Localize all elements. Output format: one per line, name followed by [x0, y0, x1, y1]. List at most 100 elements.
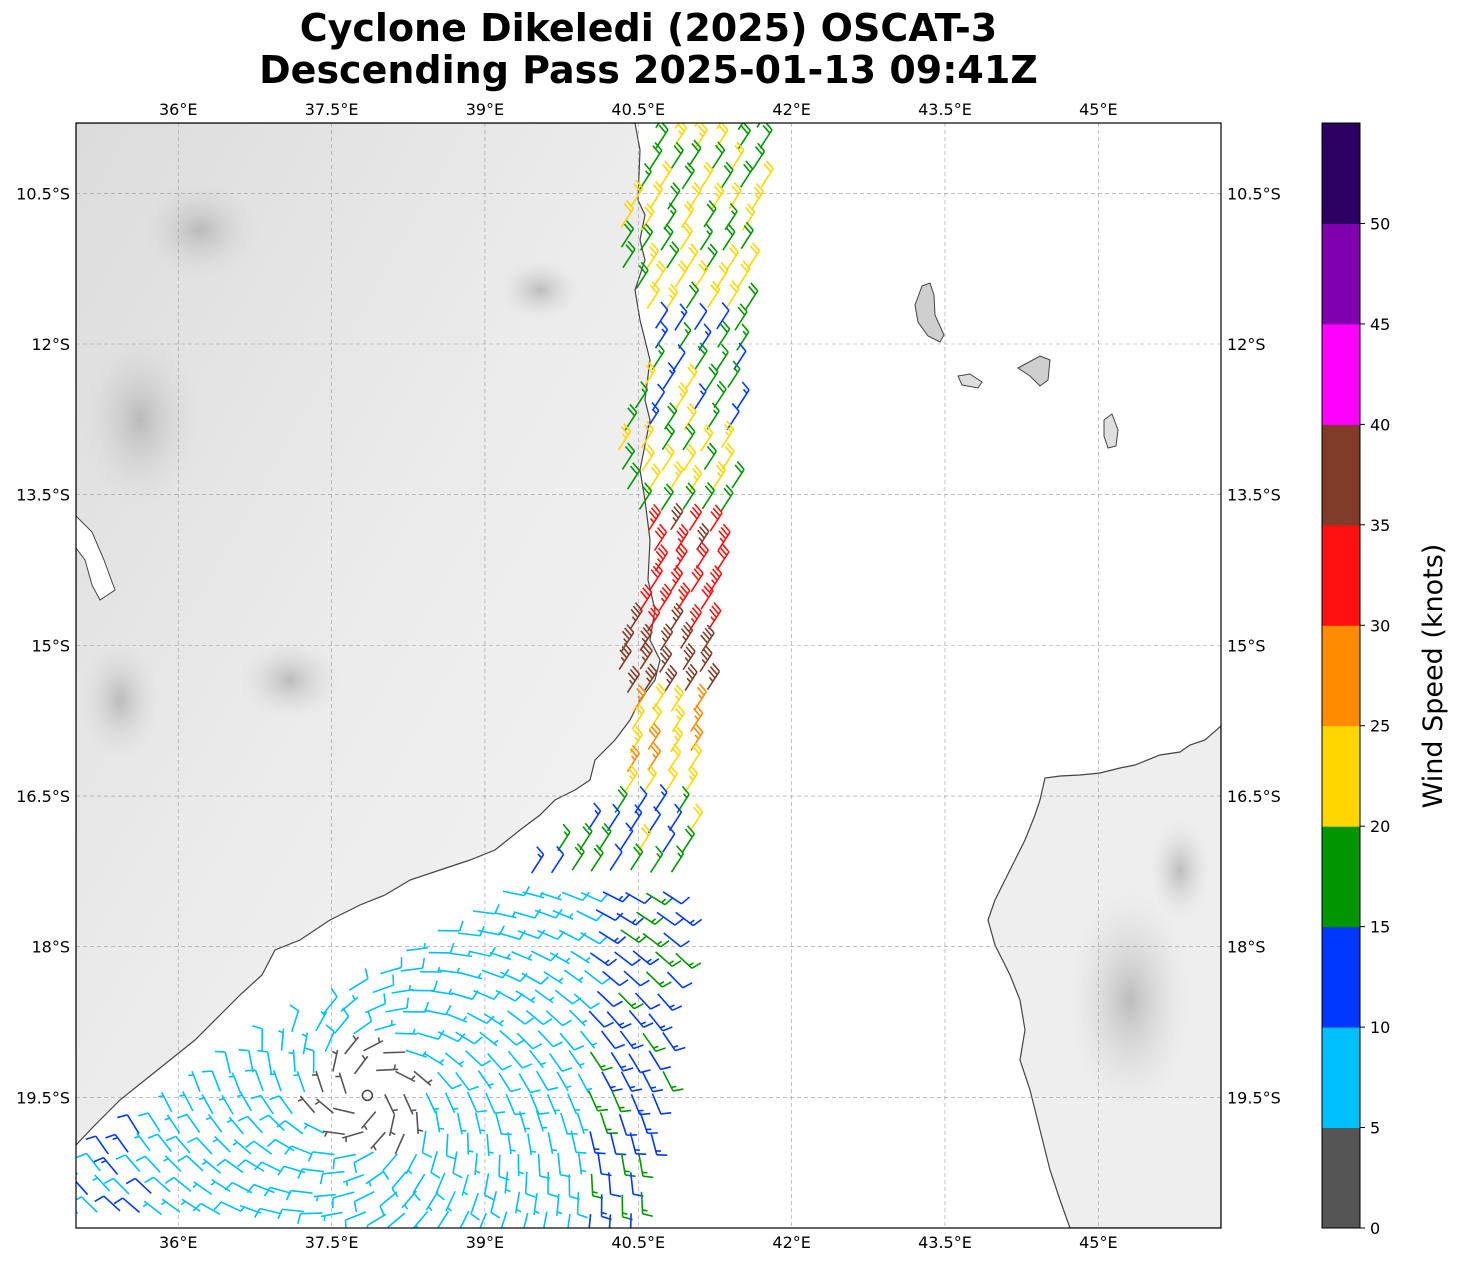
wind-barb [681, 162, 695, 190]
wind-barb [657, 993, 683, 1012]
wind-barb [266, 1138, 295, 1152]
wind-barb [543, 971, 564, 985]
barb-feather [673, 687, 682, 697]
barb-half-feather [403, 1204, 409, 1210]
barb-feather [710, 284, 719, 294]
wind-barb [518, 1073, 541, 1094]
barb-feather [668, 202, 677, 212]
barb-half-feather [672, 616, 677, 622]
barb-half-feather [641, 637, 647, 643]
wind-barb [342, 1174, 365, 1187]
barb-feather [663, 486, 672, 496]
wind-barb [745, 282, 759, 310]
wind-barb [649, 141, 663, 170]
barb-half-feather [579, 1062, 585, 1066]
barb-feather [676, 845, 685, 855]
barb-feather [712, 662, 721, 672]
wind-barb [684, 363, 698, 391]
wind-barb [237, 1115, 263, 1134]
barb-half-feather [320, 1010, 326, 1016]
barb-feather [683, 649, 692, 659]
barb-half-feather [581, 1019, 588, 1024]
wind-barb [288, 1049, 296, 1072]
wind-barb [724, 202, 738, 231]
barb-feather [678, 588, 687, 598]
wind-barb [228, 1072, 242, 1094]
barb-feather [245, 1140, 255, 1149]
barb-shaft [455, 1031, 475, 1045]
barb-shaft [472, 910, 495, 915]
wind-barb [435, 1110, 445, 1133]
barb-feather [740, 263, 749, 273]
barb-shaft [500, 1211, 508, 1228]
barb-feather [762, 124, 771, 134]
wind-barb [559, 1032, 585, 1051]
barb-feather [718, 124, 727, 134]
barb-feather [691, 468, 700, 478]
barb-half-feather [653, 1045, 659, 1049]
barb-half-feather [411, 1109, 417, 1112]
wind-barb [658, 645, 673, 673]
barb-feather [706, 203, 715, 213]
barb-shaft [391, 1171, 407, 1189]
wind-barb [511, 951, 533, 962]
barb-feather [627, 407, 636, 417]
barb-feather [722, 523, 731, 533]
colorbar-tick-label: 20 [1370, 817, 1390, 836]
wind-barb [483, 1013, 504, 1027]
wind-barb [455, 1031, 483, 1045]
wind-barb [700, 424, 714, 452]
lon-tick-label-bottom: 40.5°E [611, 1233, 665, 1252]
barb-feather [537, 929, 546, 939]
wind-barb [713, 380, 727, 409]
barb-half-feather [408, 984, 412, 991]
barb-feather [742, 260, 751, 270]
wind-barb [333, 1007, 350, 1035]
barb-feather [755, 183, 764, 193]
barb-half-feather [652, 409, 658, 415]
wind-barb [663, 402, 678, 430]
barb-feather [711, 402, 720, 412]
barb-feather [595, 1152, 606, 1155]
barb-shaft [608, 1214, 612, 1228]
wind-barb [696, 522, 710, 551]
barb-feather [706, 624, 715, 634]
barb-feather [644, 623, 653, 633]
barb-half-feather [506, 953, 511, 959]
colorbar-label: Wind Speed (knots) [1418, 544, 1449, 809]
barb-feather [676, 704, 685, 714]
wind-barb [639, 642, 653, 670]
barb-feather [721, 301, 730, 311]
barb-feather [590, 1002, 600, 1010]
barb-feather [562, 1019, 572, 1027]
barb-feather [656, 342, 665, 352]
barb-half-feather [456, 967, 461, 974]
wind-barb [552, 909, 574, 920]
barb-half-feather [635, 811, 641, 817]
barb-feather [661, 163, 670, 173]
wind-barb [315, 1010, 328, 1032]
barb-feather [634, 602, 643, 612]
barb-shaft [588, 1214, 592, 1228]
barb-half-feather [458, 1060, 465, 1065]
wind-barb [626, 462, 641, 490]
barb-half-feather [201, 1160, 208, 1166]
barb-feather [688, 284, 697, 294]
barb-half-feather [645, 170, 650, 176]
wind-barb [431, 988, 454, 996]
barb-shaft [253, 1140, 273, 1155]
barb-half-feather [641, 656, 647, 662]
barb-feather [689, 663, 698, 673]
wind-barb [452, 1151, 463, 1179]
wind-barb [675, 911, 703, 927]
barb-half-feather [711, 579, 716, 585]
wind-barb [444, 1052, 465, 1068]
barb-half-feather [659, 981, 665, 986]
barb-feather [540, 976, 549, 985]
wind-barb [481, 968, 510, 979]
barb-feather [650, 466, 659, 476]
wind-barb [647, 722, 661, 750]
barb-half-feather [646, 958, 652, 963]
barb-feather [524, 1017, 535, 1025]
barb-feather [449, 942, 455, 954]
